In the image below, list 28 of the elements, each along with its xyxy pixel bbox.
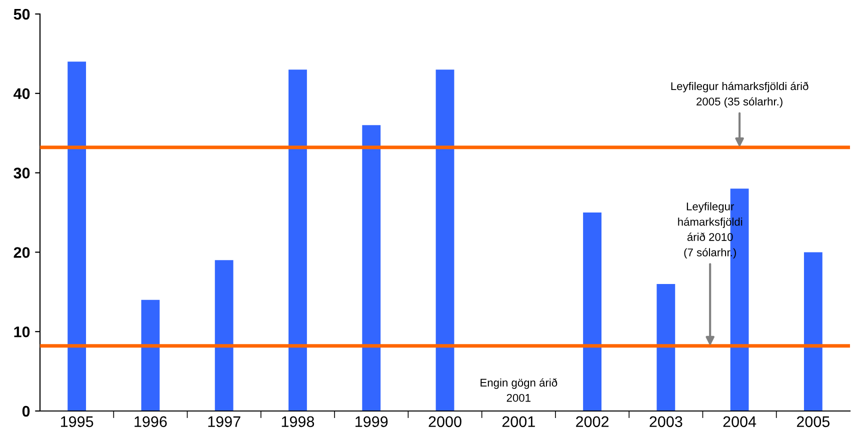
x-tick-label: 1996 (134, 416, 167, 428)
x-tick-label: 2004 (723, 416, 756, 428)
annotation: Engin gögn árið 2001 (480, 378, 558, 402)
x-tick-label: 2001 (502, 416, 535, 428)
x-tick-label: 2000 (428, 416, 462, 428)
x-tick-label: 2005 (796, 416, 830, 428)
bar (141, 300, 160, 411)
y-tick-label: 0 (22, 406, 30, 417)
annotation: Leyfilegur hámarksfjöldi árið 2005 (35 sólarhr.) (671, 82, 808, 108)
x-tick-label: 1999 (356, 416, 388, 428)
x-tick-label: 1997 (208, 416, 240, 428)
y-tick-label: 10 (14, 326, 30, 338)
x-tick-label: 2002 (576, 416, 608, 428)
x-tick-label: 2003 (650, 416, 682, 428)
bar (656, 284, 676, 411)
y-tick-label: 50 (14, 8, 30, 20)
x-tick-label: 1998 (282, 416, 314, 428)
bar (362, 125, 381, 411)
x-tick-label: 1995 (60, 416, 94, 428)
bar (68, 62, 86, 411)
bar (436, 70, 454, 411)
bar (288, 70, 307, 411)
bar (583, 212, 602, 411)
y-tick-label: 40 (14, 88, 30, 100)
bar (214, 260, 234, 411)
y-tick-label: 20 (14, 247, 30, 258)
bar (804, 252, 822, 411)
y-tick-label: 30 (14, 168, 30, 179)
